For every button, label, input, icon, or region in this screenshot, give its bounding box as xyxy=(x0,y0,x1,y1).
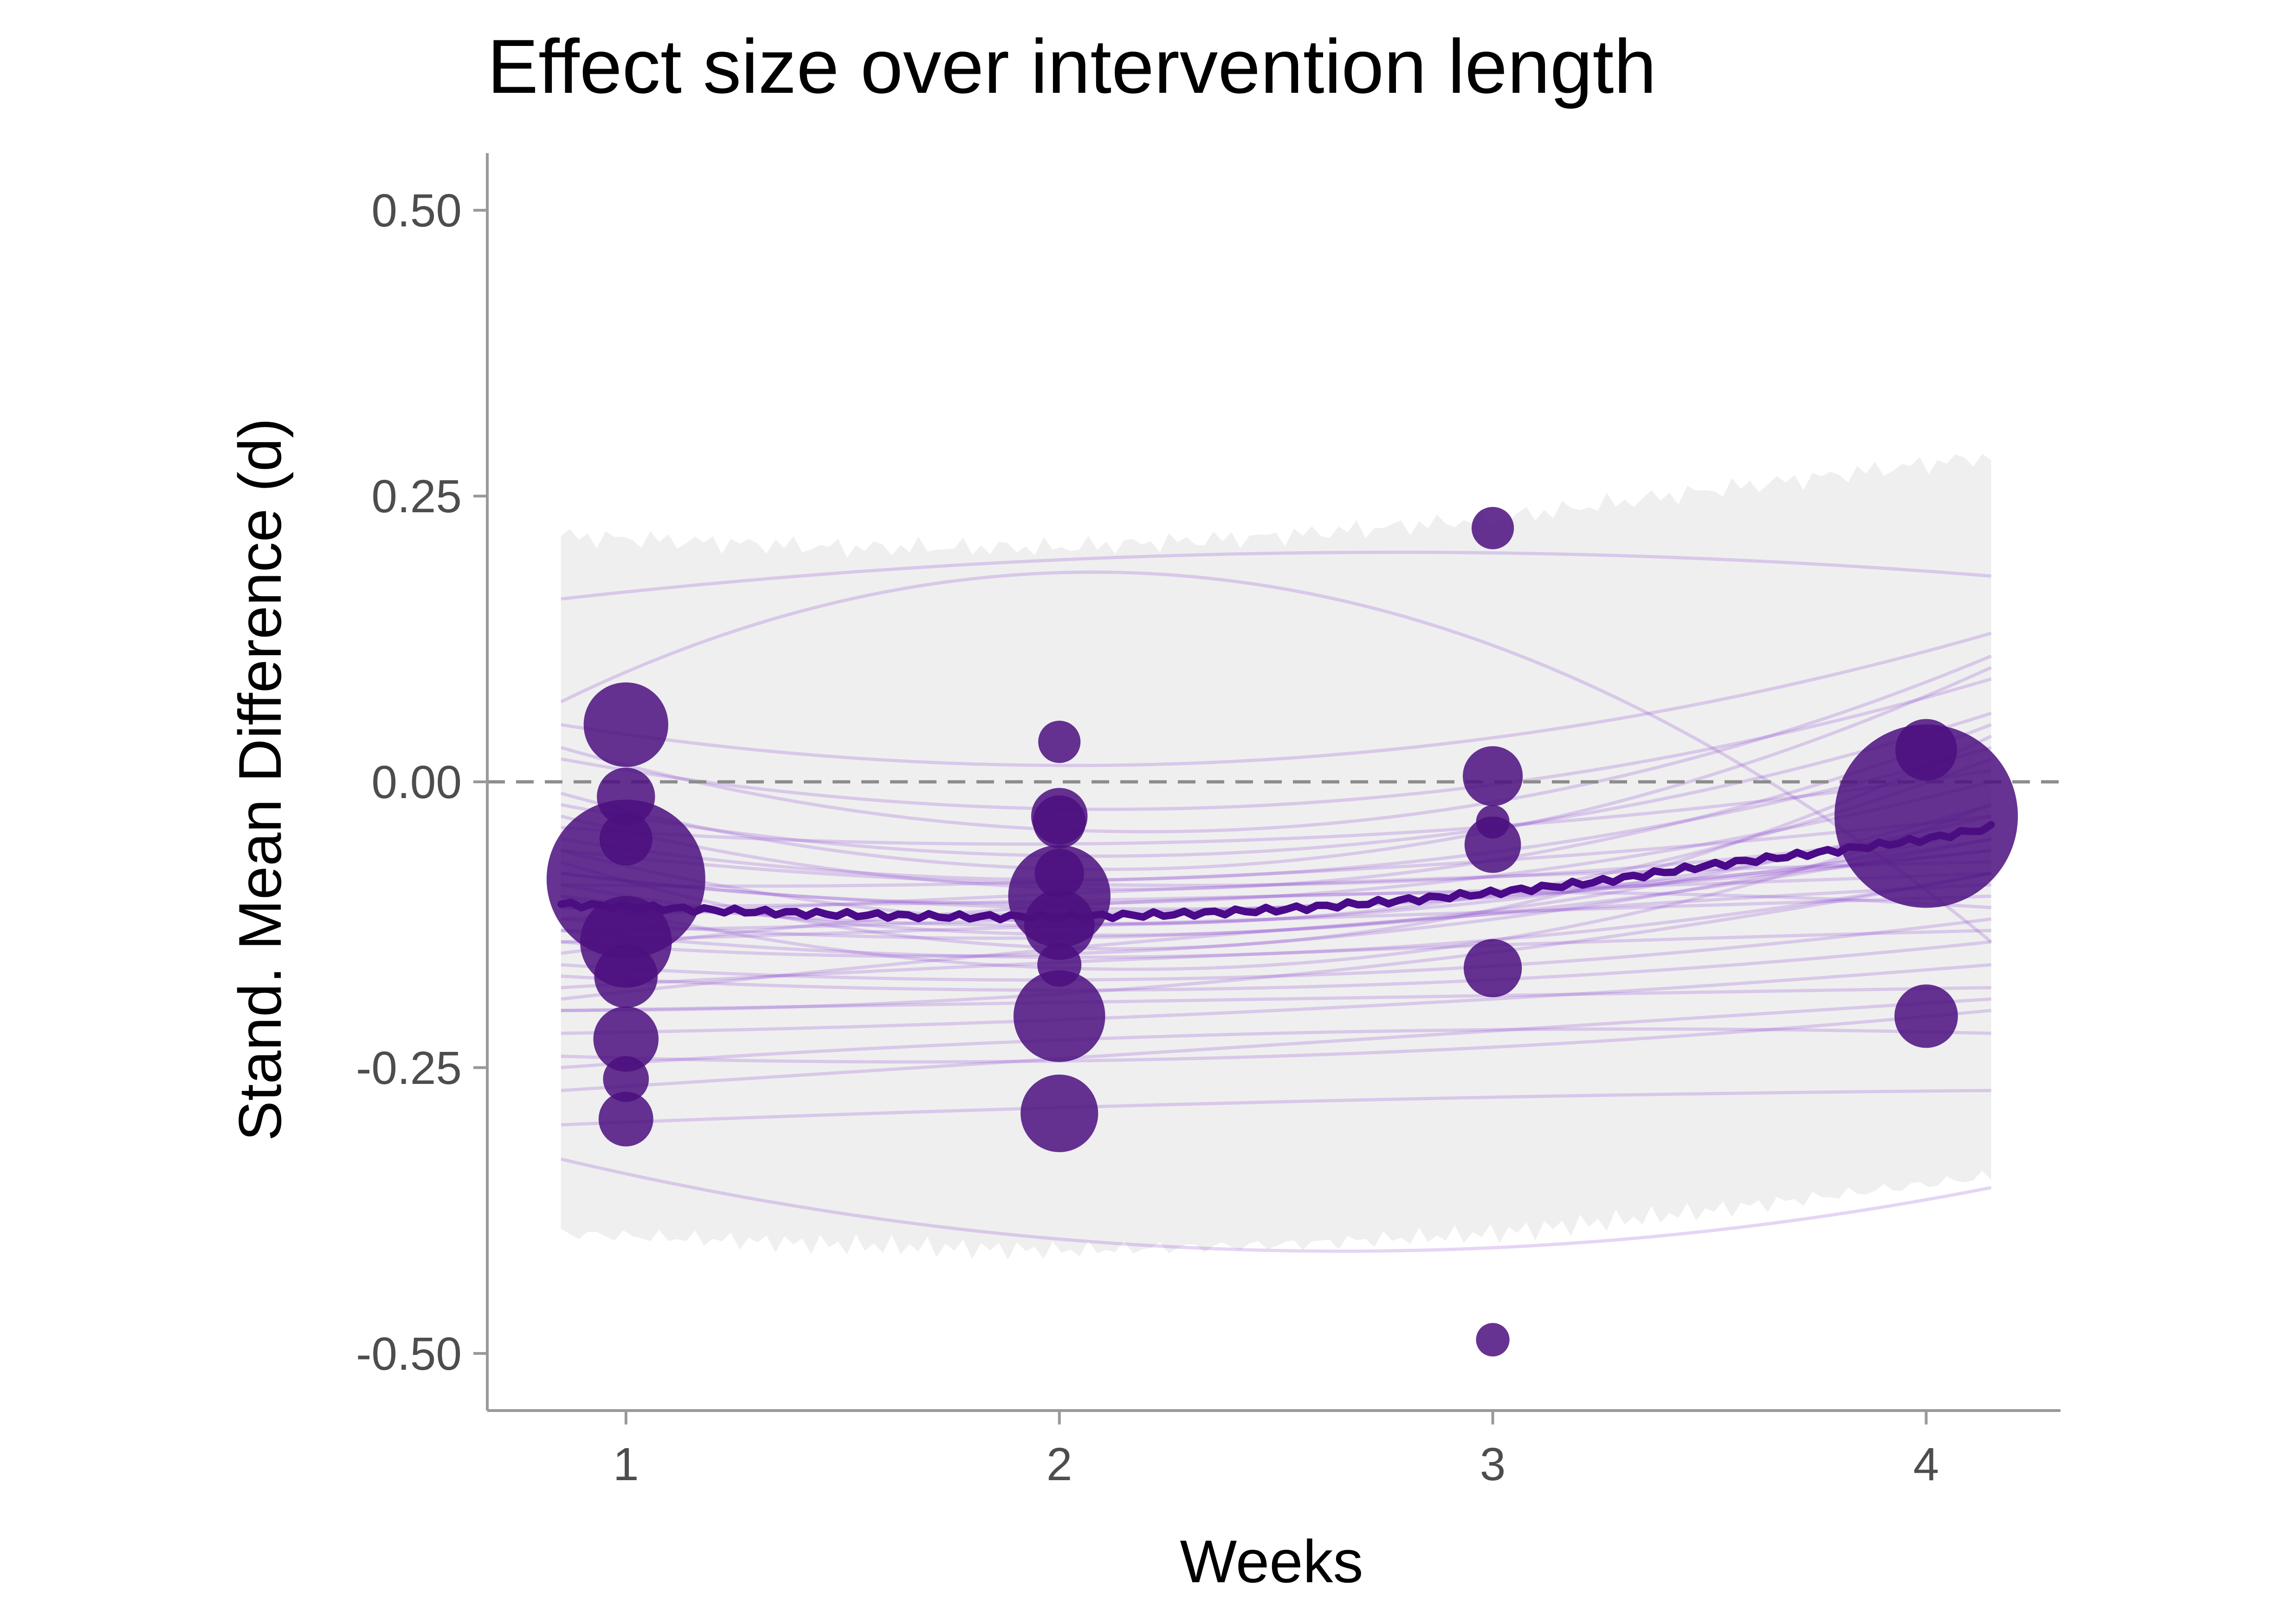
posterior-draw-line xyxy=(561,837,1992,940)
data-point xyxy=(1033,795,1086,849)
interval-band xyxy=(561,454,1991,1260)
posterior-draw-line xyxy=(561,963,1991,1035)
posterior-draw-line xyxy=(561,677,1992,811)
mean-trend-line xyxy=(557,821,1995,923)
posterior-draw-line xyxy=(561,711,1992,858)
data-point xyxy=(1834,724,2018,908)
data-point xyxy=(594,944,658,1008)
posterior-draw-line xyxy=(560,654,1992,833)
y-tick-label: 0.00 xyxy=(371,756,462,808)
posterior-draw-line xyxy=(561,1089,1991,1127)
posterior-draw-line xyxy=(560,666,1992,871)
posterior-draw-line xyxy=(561,860,1991,921)
posterior-draw-line xyxy=(561,883,1991,1001)
mean-line-layer xyxy=(557,821,1995,923)
axes-layer: 0.50 0.25 0.00 -0.25 -0.50 1 2 3 4 xyxy=(356,153,2061,1490)
data-point xyxy=(598,1091,653,1147)
data-point xyxy=(1021,1074,1098,1153)
posterior-draw-line xyxy=(561,550,1991,601)
data-point xyxy=(583,682,669,767)
posterior-draw-line xyxy=(561,768,1992,846)
y-tick-label: -0.50 xyxy=(356,1328,462,1380)
posterior-draw-line xyxy=(560,723,1992,891)
posterior-draw-line xyxy=(561,837,1992,911)
data-point xyxy=(1463,939,1522,998)
posterior-draw-line xyxy=(560,757,1992,925)
posterior-draw-line xyxy=(561,940,1991,992)
posterior-draw-line xyxy=(561,890,1991,955)
posterior-draw-line xyxy=(560,803,1992,971)
posterior-draw-line xyxy=(561,814,1991,888)
interval-band-layer xyxy=(561,454,1991,1260)
data-point xyxy=(603,1056,649,1102)
data-points-layer xyxy=(546,507,2018,1357)
data-point xyxy=(1894,984,1958,1048)
posterior-draw-line xyxy=(561,1027,1991,1070)
y-axis-label: Stand. Mean Difference (d) xyxy=(226,418,294,1141)
posterior-draws-layer xyxy=(560,550,1992,1253)
posterior-draw-line xyxy=(561,803,1992,937)
posterior-draw-line xyxy=(561,986,1991,1012)
posterior-draw-line xyxy=(561,632,1992,767)
posterior-draw-line xyxy=(561,1009,1991,1064)
data-point xyxy=(546,799,705,959)
data-point xyxy=(593,1006,659,1072)
chart-title: Effect size over intervention length xyxy=(487,24,1656,109)
posterior-draw-line xyxy=(561,780,1992,906)
posterior-draw-line xyxy=(561,871,1992,959)
posterior-draw-line xyxy=(561,894,1991,944)
posterior-draw-line xyxy=(561,826,1992,958)
posterior-draw-line xyxy=(561,928,1991,989)
data-point xyxy=(1013,970,1105,1062)
y-tick-label: 0.50 xyxy=(371,185,462,237)
posterior-draw-line xyxy=(560,735,1992,951)
x-tick-label: 1 xyxy=(613,1438,639,1490)
data-point xyxy=(1038,721,1081,763)
posterior-draw-line xyxy=(561,917,1992,982)
posterior-draw-line xyxy=(561,849,1991,932)
data-point xyxy=(1463,746,1523,806)
data-point xyxy=(1024,889,1095,960)
x-tick-label: 2 xyxy=(1047,1438,1072,1490)
data-point xyxy=(1472,507,1514,549)
posterior-draw-line xyxy=(561,746,1992,882)
data-point xyxy=(1464,816,1521,873)
x-tick-label: 3 xyxy=(1480,1438,1506,1490)
posterior-draw-line xyxy=(561,871,1992,1012)
data-point xyxy=(1476,1323,1510,1357)
posterior-draw-line xyxy=(561,997,1991,1092)
y-tick-label: -0.25 xyxy=(356,1042,462,1094)
x-tick-label: 4 xyxy=(1913,1438,1939,1490)
y-tick-label: 0.25 xyxy=(371,470,462,522)
posterior-draw-line xyxy=(561,871,1991,909)
x-axis-label: Weeks xyxy=(1180,1527,1363,1595)
posterior-draw-line xyxy=(560,1157,1992,1253)
